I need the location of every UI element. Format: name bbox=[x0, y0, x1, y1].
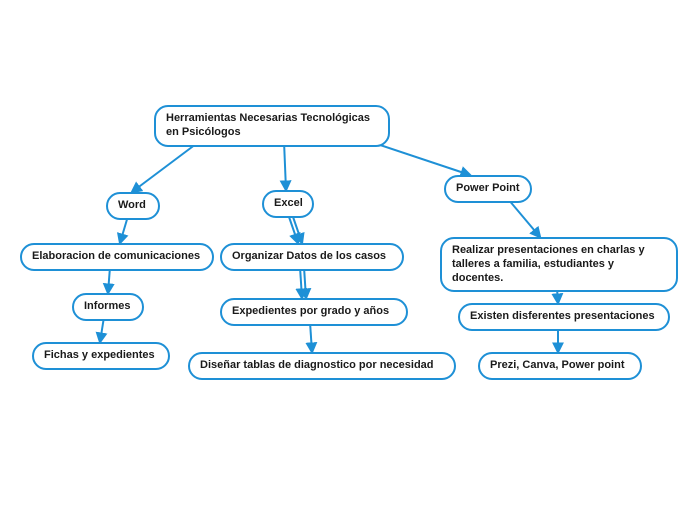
node-e2: Expedientes por grado y años bbox=[220, 298, 408, 326]
node-p3: Prezi, Canva, Power point bbox=[478, 352, 642, 380]
node-root: Herramientas Necesarias Tecnológicas en … bbox=[154, 105, 390, 147]
edge-excel-e1 bbox=[292, 214, 302, 243]
node-w1: Elaboracion de comunicaciones bbox=[20, 243, 214, 271]
edge-w2-w3 bbox=[100, 317, 104, 342]
edge-e2-e3 bbox=[310, 322, 312, 352]
node-p1: Realizar presentaciones en charlas y tal… bbox=[440, 237, 678, 292]
edge-e1-e2 bbox=[304, 267, 306, 298]
node-p2: Existen disferentes presentaciones bbox=[458, 303, 670, 331]
edge-root-word bbox=[132, 141, 200, 192]
node-w3: Fichas y expedientes bbox=[32, 342, 170, 370]
edge-word-w1 bbox=[120, 216, 128, 243]
edge-ppt-p1 bbox=[508, 199, 540, 237]
node-word: Word bbox=[106, 192, 160, 220]
node-excel: Excel bbox=[262, 190, 314, 218]
node-w2: Informes bbox=[72, 293, 144, 321]
node-ppt: Power Point bbox=[444, 175, 532, 203]
edge-root-ppt bbox=[368, 141, 470, 175]
edge-e1-e2 bbox=[300, 267, 302, 298]
edge-w1-w2 bbox=[108, 267, 110, 293]
node-e3: Diseñar tablas de diagnostico por necesi… bbox=[188, 352, 456, 380]
node-e1: Organizar Datos de los casos bbox=[220, 243, 404, 271]
edge-root-excel bbox=[284, 141, 286, 190]
edge-excel-e1 bbox=[288, 214, 298, 243]
